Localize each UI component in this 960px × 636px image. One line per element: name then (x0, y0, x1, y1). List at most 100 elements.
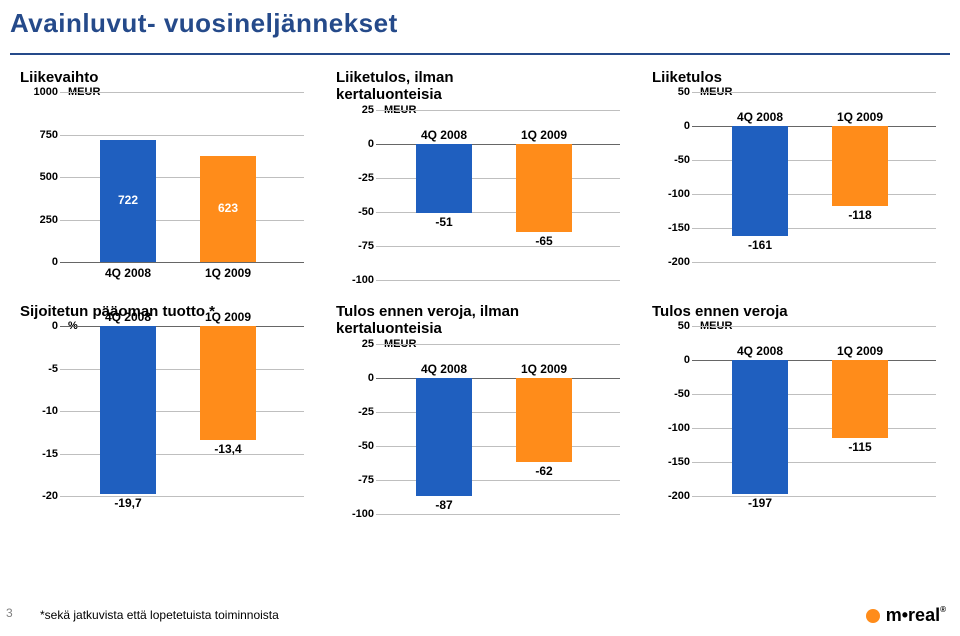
chart-cell: LiiketulosMEUR-200-150-100-50050-1614Q 2… (652, 69, 940, 299)
plot-area: -1974Q 2008-1151Q 2009 (692, 326, 936, 496)
y-tick-label: -50 (652, 388, 690, 400)
gridline (60, 177, 304, 178)
category-label: 1Q 2009 (188, 266, 268, 280)
chart-figure: MEUR-100-75-50-25025-514Q 2008-651Q 2009 (336, 110, 624, 280)
y-axis: -100-75-50-25025 (336, 344, 376, 514)
chart-cell: Tulos ennen verojaMEUR-200-150-100-50050… (652, 303, 940, 533)
gridline (60, 369, 304, 370)
gridline (692, 326, 936, 327)
y-tick-label: -150 (652, 456, 690, 468)
y-tick-label: 0 (20, 256, 58, 268)
y-tick-label: -100 (652, 422, 690, 434)
y-tick-label: -150 (652, 222, 690, 234)
gridline (60, 411, 304, 412)
y-tick-label: -100 (336, 274, 374, 286)
gridline (692, 360, 936, 361)
bar-value-label: -197 (720, 496, 800, 510)
category-label: 1Q 2009 (820, 344, 900, 358)
gridline (60, 262, 304, 263)
gridline (376, 280, 620, 281)
chart-figure: MEUR-100-75-50-25025-874Q 2008-621Q 2009 (336, 344, 624, 514)
plot-area: -19,74Q 2008-13,41Q 2009 (60, 326, 304, 496)
y-tick-label: 50 (652, 320, 690, 332)
y-tick-label: -50 (336, 440, 374, 452)
chart-grid: LiikevaihtoMEUR025050075010007224Q 20086… (0, 55, 960, 533)
y-tick-label: 250 (20, 214, 58, 226)
gridline (376, 344, 620, 345)
y-axis: -200-150-100-50050 (652, 92, 692, 262)
bar (516, 378, 572, 462)
chart-cell: Tulos ennen veroja, ilman kertaluonteisi… (336, 303, 624, 533)
bar-value-label: -161 (720, 238, 800, 252)
category-label: 4Q 2008 (720, 344, 800, 358)
gridline (692, 262, 936, 263)
chart-title: Liiketulos (652, 69, 940, 86)
gridline (376, 480, 620, 481)
y-tick-label: 500 (20, 171, 58, 183)
y-tick-label: -10 (20, 405, 58, 417)
bar-value-label: -19,7 (88, 496, 168, 510)
y-axis: -100-75-50-25025 (336, 110, 376, 280)
y-tick-label: -50 (336, 206, 374, 218)
bar (516, 144, 572, 232)
chart-figure: MEUR-200-150-100-50050-1614Q 2008-1181Q … (652, 92, 940, 262)
logo-dot-icon (866, 609, 880, 623)
chart-cell: LiikevaihtoMEUR025050075010007224Q 20086… (20, 69, 308, 299)
gridline (376, 212, 620, 213)
chart-cell: Liiketulos, ilman kertaluonteisiaMEUR-10… (336, 69, 624, 299)
chart-title: Tulos ennen veroja (652, 303, 940, 320)
plot-area: -874Q 2008-621Q 2009 (376, 344, 620, 514)
bar (832, 360, 888, 438)
gridline (692, 228, 936, 229)
gridline (60, 92, 304, 93)
y-tick-label: -100 (652, 188, 690, 200)
gridline (692, 92, 936, 93)
gridline (692, 394, 936, 395)
y-tick-label: -25 (336, 406, 374, 418)
bar (200, 326, 256, 440)
plot-area: -514Q 2008-651Q 2009 (376, 110, 620, 280)
gridline (376, 110, 620, 111)
bar-value-label: -13,4 (188, 442, 268, 456)
bar-value-label: 623 (188, 201, 268, 215)
plot-area: 7224Q 20086231Q 2009 (60, 92, 304, 262)
category-label: 4Q 2008 (404, 128, 484, 142)
gridline (60, 135, 304, 136)
y-tick-label: -5 (20, 363, 58, 375)
category-label: 1Q 2009 (820, 110, 900, 124)
category-label: 4Q 2008 (88, 310, 168, 324)
bar-value-label: -118 (820, 208, 900, 222)
gridline (60, 220, 304, 221)
gridline (376, 514, 620, 515)
bar (416, 144, 472, 213)
category-label: 4Q 2008 (720, 110, 800, 124)
y-tick-label: -25 (336, 172, 374, 184)
gridline (376, 144, 620, 145)
y-tick-label: 50 (652, 86, 690, 98)
y-tick-label: -75 (336, 240, 374, 252)
logo-text: m•real® (886, 605, 946, 626)
bar-value-label: 722 (88, 193, 168, 207)
bar-value-label: -87 (404, 498, 484, 512)
bar (732, 360, 788, 494)
y-tick-label: 750 (20, 129, 58, 141)
bar (100, 326, 156, 493)
gridline (692, 428, 936, 429)
bar-value-label: -65 (504, 234, 584, 248)
category-label: 1Q 2009 (188, 310, 268, 324)
y-tick-label: 0 (336, 138, 374, 150)
bar-value-label: -115 (820, 440, 900, 454)
category-label: 4Q 2008 (404, 362, 484, 376)
gridline (376, 412, 620, 413)
category-label: 1Q 2009 (504, 128, 584, 142)
category-label: 1Q 2009 (504, 362, 584, 376)
gridline (376, 178, 620, 179)
gridline (692, 126, 936, 127)
chart-figure: MEUR-200-150-100-50050-1974Q 2008-1151Q … (652, 326, 940, 496)
gridline (376, 446, 620, 447)
y-tick-label: 0 (652, 120, 690, 132)
category-label: 4Q 2008 (88, 266, 168, 280)
page-number: 3 (6, 606, 13, 620)
chart-title: Liikevaihto (20, 69, 308, 86)
bar (416, 378, 472, 496)
